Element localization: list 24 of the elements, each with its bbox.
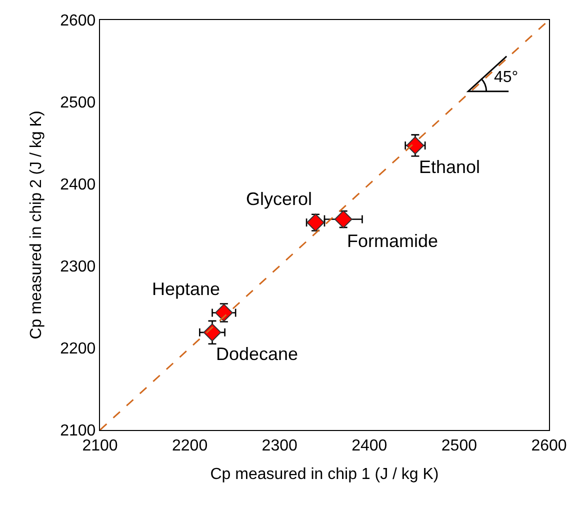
y-tick-label: 2100 bbox=[60, 422, 96, 440]
x-axis-title: Cp measured in chip 1 (J / kg K) bbox=[210, 466, 439, 483]
x-tick-label: 2200 bbox=[172, 437, 208, 454]
point bbox=[406, 136, 424, 154]
y-tick-label: 2400 bbox=[60, 176, 96, 194]
x-tick-label: 2300 bbox=[262, 437, 298, 454]
y-tick-label: 2500 bbox=[60, 94, 96, 112]
y-tick-label: 2300 bbox=[60, 258, 96, 276]
x-tick-label: 2100 bbox=[82, 437, 118, 454]
annotation: Heptane bbox=[152, 279, 220, 299]
point bbox=[334, 210, 352, 228]
annotation: Glycerol bbox=[246, 189, 312, 209]
point bbox=[214, 304, 233, 322]
annotation: Formamide bbox=[347, 231, 438, 251]
x-tick-label: 2600 bbox=[531, 437, 567, 454]
annotation: Ethanol bbox=[419, 157, 480, 177]
point bbox=[306, 214, 324, 232]
x-tick-label: 2500 bbox=[441, 437, 478, 454]
annotation: 45° bbox=[494, 69, 518, 86]
x-tick-label: 2400 bbox=[352, 437, 388, 454]
y-tick-label: 2200 bbox=[60, 340, 96, 358]
y-tick-label: 2600 bbox=[60, 12, 96, 30]
y-axis-title: Cp measured in chip 2 (J / kg K) bbox=[28, 110, 46, 340]
annotation: Dodecane bbox=[216, 344, 298, 364]
